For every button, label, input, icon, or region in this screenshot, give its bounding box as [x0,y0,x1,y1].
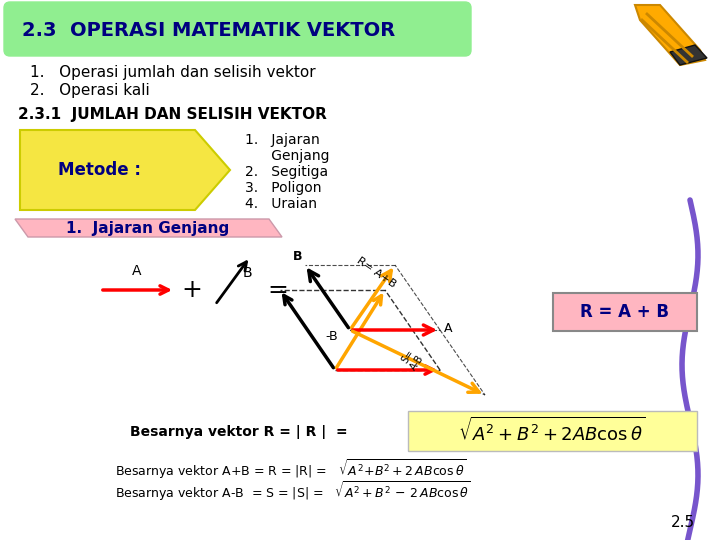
Text: 1.   Operasi jumlah dan selisih vektor: 1. Operasi jumlah dan selisih vektor [30,65,315,80]
Text: R= A+B: R= A+B [355,255,398,289]
Polygon shape [15,219,282,237]
Text: 4.   Uraian: 4. Uraian [245,197,317,211]
Text: A: A [132,264,142,278]
Text: 1.  Jajaran Genjang: 1. Jajaran Genjang [66,220,230,235]
Text: Metode :: Metode : [58,161,142,179]
Text: 2.5: 2.5 [671,515,695,530]
Text: 3.   Poligon: 3. Poligon [245,181,322,195]
Text: 2.3.1  JUMLAH DAN SELISIH VEKTOR: 2.3.1 JUMLAH DAN SELISIH VEKTOR [18,107,327,122]
Text: Besarnya vektor R = | R |  =: Besarnya vektor R = | R | = [130,425,348,439]
Text: 2.   Operasi kali: 2. Operasi kali [30,83,150,98]
Text: R = A + B: R = A + B [580,303,670,321]
Text: =: = [268,278,289,302]
Text: S=
A-B: S= A-B [399,347,426,373]
Polygon shape [670,45,707,65]
Text: Besarnya vektor A-B  = S = |S| =   $\sqrt{A^2 + B^2\,-\,2\,AB\cos\theta}$: Besarnya vektor A-B = S = |S| = $\sqrt{A… [115,479,471,503]
Text: 1.   Jajaran: 1. Jajaran [245,133,320,147]
Text: B: B [243,266,253,280]
Text: $\sqrt{A^2 + B^2 + 2AB\cos\theta}$: $\sqrt{A^2 + B^2 + 2AB\cos\theta}$ [459,417,646,445]
Text: B: B [293,250,302,263]
Text: 2.   Segitiga: 2. Segitiga [245,165,328,179]
Text: -B: -B [325,330,338,343]
Text: +: + [181,278,202,302]
FancyBboxPatch shape [408,411,697,451]
Text: 2.3  OPERASI MATEMATIK VEKTOR: 2.3 OPERASI MATEMATIK VEKTOR [22,21,395,39]
Polygon shape [20,130,230,210]
Text: Genjang: Genjang [245,149,330,163]
FancyBboxPatch shape [553,293,697,331]
Polygon shape [635,5,705,65]
Text: A: A [444,322,452,335]
Text: Besarnya vektor A+B = R = |R| =   $\sqrt{A^2\!+\!B^2 + 2\,AB\cos\theta}$: Besarnya vektor A+B = R = |R| = $\sqrt{A… [115,457,467,481]
FancyBboxPatch shape [4,2,471,56]
